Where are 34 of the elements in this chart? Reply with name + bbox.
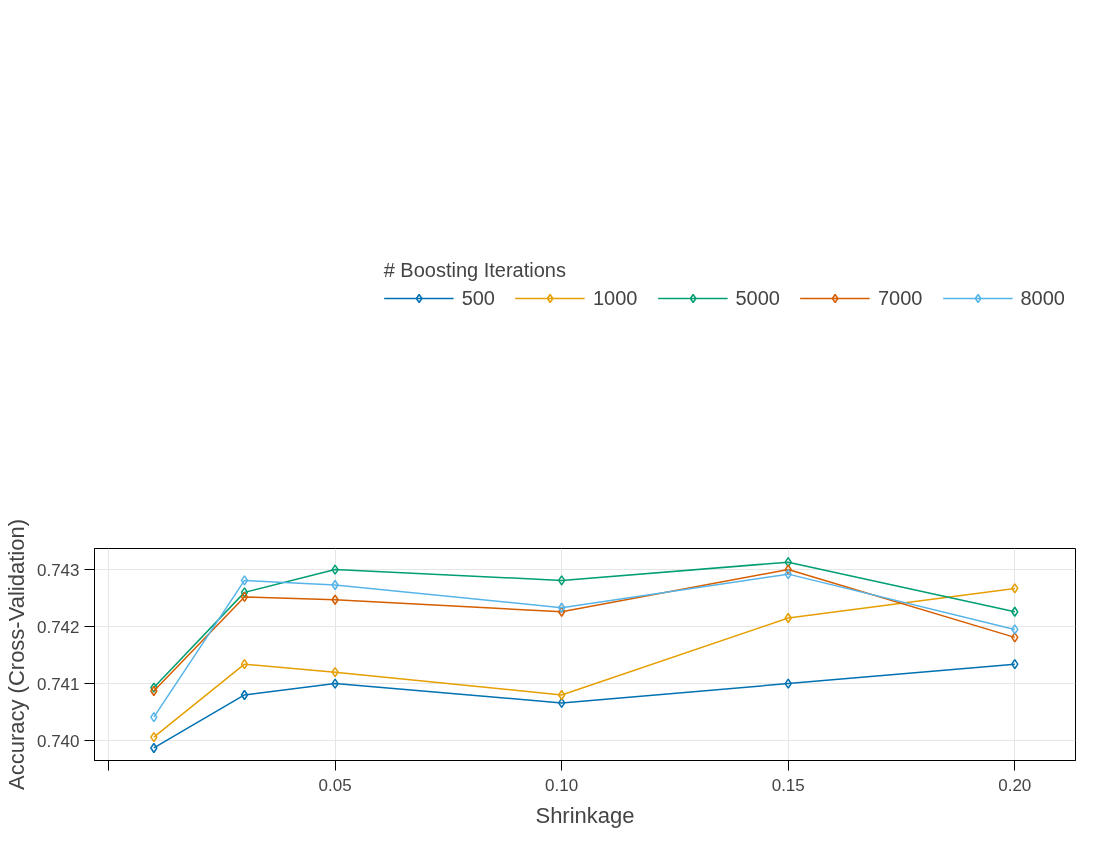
point bbox=[784, 678, 792, 689]
point bbox=[240, 587, 249, 598]
point bbox=[1011, 624, 1019, 635]
point bbox=[1011, 632, 1019, 643]
point bbox=[240, 591, 249, 603]
point bbox=[557, 606, 566, 618]
point bbox=[331, 564, 339, 575]
y-axis-title: Accuracy (Cross-Validation) bbox=[3, 518, 29, 790]
legend-label: 5000 bbox=[735, 286, 780, 310]
y-tick-label: 0.742 bbox=[36, 617, 80, 637]
point bbox=[557, 689, 566, 701]
legend-label: 8000 bbox=[1020, 286, 1065, 310]
x-tick-label: 0.05 bbox=[318, 775, 352, 795]
point bbox=[557, 575, 566, 586]
legend-title: # Boosting Iterations bbox=[383, 258, 567, 282]
point bbox=[331, 678, 339, 689]
point bbox=[240, 658, 249, 670]
legend-label: 7000 bbox=[878, 286, 923, 310]
point bbox=[240, 689, 249, 701]
point bbox=[784, 564, 792, 575]
y-tick-label: 0.740 bbox=[36, 731, 80, 751]
point bbox=[1011, 583, 1019, 594]
x-tick-label: 0.15 bbox=[771, 775, 805, 795]
x-axis-title: Shrinkage bbox=[535, 802, 635, 828]
y-tick-label: 0.741 bbox=[36, 674, 80, 694]
x-tick-label: 0.20 bbox=[998, 775, 1032, 795]
point bbox=[557, 697, 566, 709]
point bbox=[557, 602, 566, 614]
legend-label: 1000 bbox=[593, 286, 638, 310]
legend-label: 500 bbox=[461, 286, 495, 310]
x-tick-label: 0.10 bbox=[545, 775, 579, 795]
y-tick-label: 0.743 bbox=[36, 560, 80, 580]
point bbox=[150, 682, 158, 693]
point bbox=[240, 575, 249, 586]
